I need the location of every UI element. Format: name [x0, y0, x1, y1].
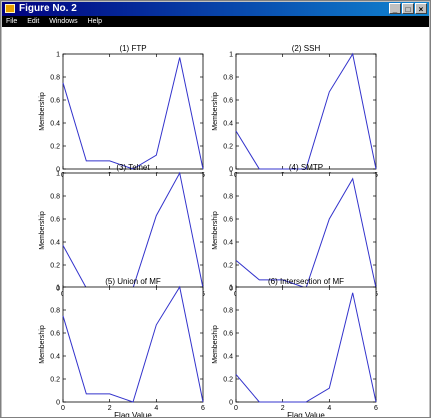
y-axis-label: Membership	[39, 92, 46, 131]
window-title: Figure No. 2	[19, 3, 77, 14]
y-tick-label: 0.6	[50, 98, 60, 105]
y-tick-label: 0.6	[223, 217, 233, 224]
x-tick-label: 4	[327, 405, 331, 412]
y-tick-label: 0.4	[223, 354, 233, 361]
x-tick-label: 6	[374, 405, 378, 412]
y-tick-label: 0.2	[223, 144, 233, 151]
y-tick-label: 0.6	[223, 331, 233, 338]
window-controls: _ □ ×	[389, 3, 427, 14]
y-tick-label: 0.2	[223, 377, 233, 384]
menu-help[interactable]: Help	[87, 18, 103, 25]
y-tick-label: 0.6	[50, 217, 60, 224]
x-tick-label: 2	[281, 405, 285, 412]
figure-plots: (1) FTP 0 2 4 6 0 0.2 0.4 0.6 0.8 1 Flag Value Membe…	[39, 44, 378, 417]
menu-edit[interactable]: Edit	[27, 18, 40, 25]
x-axis-label: Flag Value	[114, 411, 152, 417]
subplot-title: (2) SSH	[292, 44, 321, 53]
y-tick-label: 1	[56, 171, 60, 178]
x-tick-label: 6	[201, 405, 205, 412]
y-axis-label: Membership	[39, 325, 46, 364]
minimize-button[interactable]: _	[389, 3, 401, 14]
subplot-6: (6) Intersection of MF 0 2 4 6 0 0.2 0.4 0.6 0.8 1…	[212, 277, 378, 417]
x-tick-label: 4	[154, 405, 158, 412]
axes-box	[235, 53, 377, 170]
axes-box	[235, 172, 377, 289]
subplot-5: (5) Union of MF 0 2 4 6 0 0.2 0.4 0.6 0.8 1 Flag Va…	[39, 277, 205, 417]
figure-canvas: (1) FTP 0 2 4 6 0 0.2 0.4 0.6 0.8 1 Flag Value Membe…	[2, 27, 429, 417]
membership-line	[62, 285, 204, 403]
y-tick-label: 0.4	[50, 240, 60, 247]
y-tick-label: 0.4	[50, 354, 60, 361]
y-tick-label: 0	[56, 167, 60, 174]
y-tick-label: 1	[229, 171, 233, 178]
y-tick-label: 0.2	[50, 377, 60, 384]
membership-line	[235, 292, 377, 403]
menu-windows[interactable]: Windows	[49, 18, 78, 25]
y-tick-label: 0.8	[50, 75, 60, 82]
y-tick-label: 0	[56, 286, 60, 293]
maximize-button[interactable]: □	[402, 3, 414, 14]
axes-box	[235, 286, 377, 403]
y-tick-label: 0.4	[223, 240, 233, 247]
title-bar[interactable]: Figure No. 2 _ □ ×	[2, 2, 429, 16]
y-tick-label: 0.2	[50, 263, 60, 270]
y-tick-label: 0.8	[223, 308, 233, 315]
y-axis-label: Membership	[212, 211, 219, 250]
y-tick-label: 0.6	[223, 98, 233, 105]
subplot-title: (3) Telnet	[116, 163, 150, 172]
subplot-title: (5) Union of MF	[105, 277, 161, 286]
y-tick-label: 0.2	[50, 144, 60, 151]
y-tick-label: 1	[56, 52, 60, 59]
y-tick-label: 1	[56, 285, 60, 292]
x-tick-label: 0	[61, 405, 65, 412]
menu-bar: File Edit Windows Help	[2, 16, 429, 27]
membership-line	[62, 57, 204, 170]
x-axis-label: Flag Value	[287, 411, 325, 417]
y-tick-label: 0.8	[223, 75, 233, 82]
axes-box	[62, 286, 204, 403]
y-tick-label: 0.4	[50, 121, 60, 128]
y-tick-label: 0.8	[50, 308, 60, 315]
y-tick-label: 0.8	[50, 194, 60, 201]
axes-box	[62, 53, 204, 170]
y-axis-label: Membership	[212, 325, 219, 364]
y-axis-label: Membership	[212, 92, 219, 131]
y-tick-label: 0.2	[223, 263, 233, 270]
y-tick-label: 0.8	[223, 194, 233, 201]
menu-file[interactable]: File	[6, 18, 18, 25]
membership-line	[235, 52, 377, 170]
subplot-title: (1) FTP	[119, 44, 146, 53]
y-tick-label: 0	[56, 400, 60, 407]
y-tick-label: 0	[229, 286, 233, 293]
y-axis-label: Membership	[39, 211, 46, 250]
figure-icon	[5, 4, 15, 13]
subplot-title: (4) SMTP	[289, 163, 323, 172]
x-tick-label: 2	[108, 405, 112, 412]
axes-box	[62, 172, 204, 289]
y-tick-label: 0.4	[223, 121, 233, 128]
close-button[interactable]: ×	[415, 3, 427, 14]
y-tick-label: 1	[229, 52, 233, 59]
x-tick-label: 0	[234, 405, 238, 412]
subplot-title: (6) Intersection of MF	[268, 277, 344, 286]
y-tick-label: 0	[229, 167, 233, 174]
y-tick-label: 0	[229, 400, 233, 407]
y-tick-label: 0.6	[50, 331, 60, 338]
y-tick-label: 1	[229, 285, 233, 292]
